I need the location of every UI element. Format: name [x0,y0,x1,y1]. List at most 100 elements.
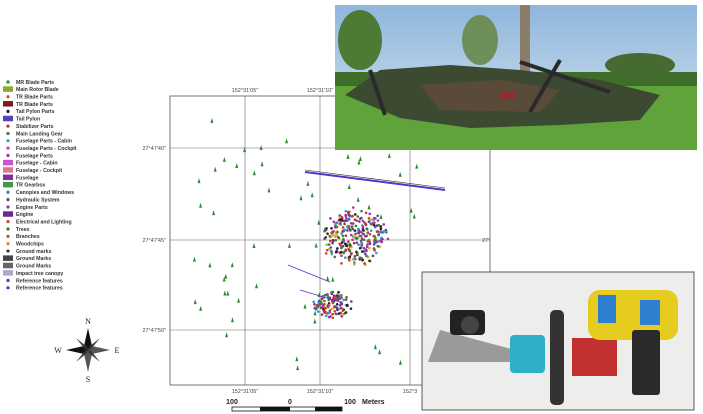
debris [315,308,318,311]
debris [380,225,383,228]
debris [369,233,372,236]
legend-swatch [3,211,13,217]
debris [354,218,357,221]
bottom-label: 152°3 [403,389,417,395]
debris [370,229,373,232]
debris [361,242,364,245]
legend-label: Main Landing Gear [16,131,63,137]
debris [332,240,335,243]
debris [354,229,357,232]
legend-symbol [6,220,9,223]
debris [352,222,355,225]
compass-n: N [85,317,91,326]
debris [342,240,345,243]
debris [344,248,347,251]
scale-label: 100 [226,399,238,406]
debris [346,225,349,228]
debris [366,245,369,248]
left-label: 27°47'50" [142,328,166,334]
debris [327,306,330,309]
legend-label: TR Blade Parts [16,102,53,108]
debris [358,220,361,223]
debris [331,313,334,316]
debris [317,306,320,309]
debris [344,242,347,245]
debris [324,294,327,297]
debris [348,259,351,262]
debris [340,254,343,257]
debris [368,217,371,220]
scale-label: Meters [362,399,385,406]
debris [341,219,344,222]
legend-symbol [6,139,9,142]
debris [354,213,357,216]
debris [344,229,347,232]
debris [382,223,385,226]
debris [366,228,369,231]
debris [350,252,353,255]
legend-swatch [3,86,13,92]
debris [342,235,345,238]
legend: MR Blade PartsMain Rotor BladeTR Blade P… [3,80,77,292]
debris [367,231,370,234]
debris [352,228,355,231]
debris [357,244,360,247]
legend-symbol [6,242,9,245]
debris [387,238,390,241]
legend-label: Engine Parts [16,205,48,211]
map-figure: 152°31'05" 152°31'10" 27°47'40" 27°47'45… [0,0,703,414]
debris [376,230,379,233]
bottom-label: 152°31'10" [307,389,334,395]
debris [329,240,332,243]
debris [351,238,354,241]
debris [336,303,339,306]
legend-swatch [3,263,13,269]
compass-s: S [86,375,90,384]
legend-label: Branches [16,234,40,240]
debris [334,305,337,308]
figure: 152°31'05" 152°31'10" 27°47'40" 27°47'45… [0,0,703,414]
legend-swatch [3,175,13,181]
legend-swatch [3,116,13,122]
scale-label: 0 [288,399,292,406]
debris [331,308,334,311]
legend-symbol [6,227,9,230]
debris [325,252,328,255]
legend-swatch [3,182,13,188]
debris [342,252,345,255]
debris [332,302,335,305]
debris [323,310,326,313]
legend-swatch [3,160,13,166]
debris [325,243,328,246]
debris [379,240,382,243]
legend-label: Stabilizer Parts [16,124,54,130]
debris [340,232,343,235]
debris [342,309,345,312]
legend-swatch [3,270,13,276]
debris [356,215,359,218]
debris [368,259,371,262]
debris [340,262,343,265]
debris [344,256,347,259]
debris [339,304,342,307]
debris [333,310,336,313]
debris [326,293,329,296]
debris [325,227,328,230]
debris [355,225,358,228]
debris [339,222,342,225]
debris [323,303,326,306]
debris [336,231,339,234]
debris [375,252,378,255]
debris [368,240,371,243]
debris [338,216,341,219]
legend-symbol [6,110,9,113]
legend-label: Fuselage [16,175,39,181]
debris [354,233,357,236]
debris [375,224,378,227]
debris [362,233,365,236]
debris [330,235,333,238]
debris [380,237,383,240]
debris [350,307,353,310]
debris [337,296,340,299]
right-label: 27° [482,238,490,244]
